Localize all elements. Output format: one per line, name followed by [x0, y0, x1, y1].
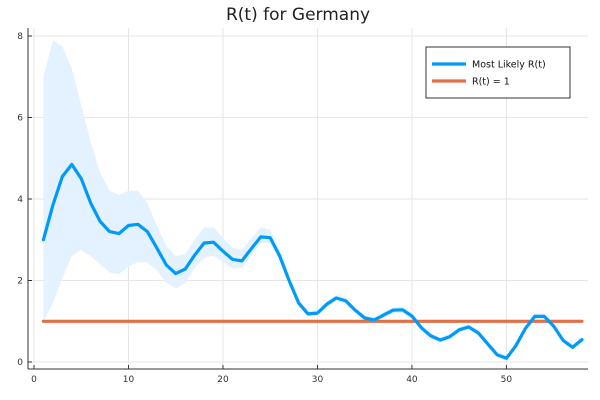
legend-box: [425, 46, 571, 99]
legend-label: R(t) = 1: [472, 77, 510, 88]
x-tick-label: 40: [406, 375, 418, 385]
legend-label: Most Likely R(t): [472, 60, 546, 71]
x-tick-label: 10: [123, 375, 135, 385]
confidence-band: [43, 40, 582, 361]
y-tick-label: 4: [17, 195, 23, 205]
series-lines: [41, 162, 584, 360]
x-tick-label: 20: [217, 375, 229, 385]
y-tick-label: 2: [17, 277, 23, 287]
axes: 0 10 20 30 40 50 0 2 4 6 8: [17, 28, 588, 385]
chart-title: R(t) for Germany: [226, 5, 370, 25]
x-tick-label: 30: [312, 375, 324, 385]
confidence-band-area: [43, 40, 582, 361]
y-tick-label: 0: [17, 358, 23, 368]
x-tick-label: 50: [501, 375, 513, 385]
y-tick-label: 6: [17, 114, 23, 124]
legend: Most Likely R(t) R(t) = 1: [425, 46, 571, 99]
x-tick-label: 0: [31, 375, 37, 385]
series-line-most-likely: [41, 162, 584, 360]
y-tick-label: 8: [17, 32, 23, 42]
